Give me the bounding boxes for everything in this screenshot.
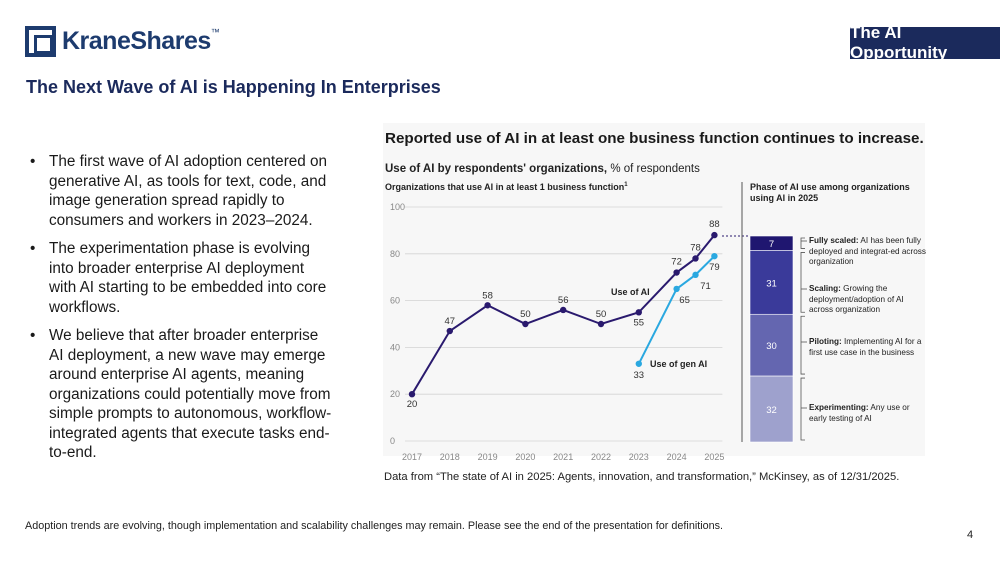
bar-segment bbox=[749, 250, 794, 315]
data-label: 58 bbox=[482, 290, 493, 301]
data-point bbox=[711, 252, 718, 260]
data-label: 65 bbox=[679, 295, 690, 306]
data-label: 88 bbox=[709, 219, 720, 230]
bullet-list: The first wave of AI adoption centered o… bbox=[28, 152, 333, 472]
data-point bbox=[692, 255, 699, 262]
data-label: 79 bbox=[709, 262, 720, 273]
segment-desc-fully-scaled: Fully scaled: AI has been fully deployed… bbox=[809, 236, 926, 267]
bullet-item: The first wave of AI adoption centered o… bbox=[28, 152, 333, 230]
source-note: Data from “The state of AI in 2025: Agen… bbox=[384, 471, 900, 483]
segment-value: 32 bbox=[766, 405, 777, 416]
chart-subtitle: Use of AI by respondents' organizations,… bbox=[385, 163, 700, 175]
series-line bbox=[637, 255, 716, 365]
data-point bbox=[711, 231, 718, 239]
data-point bbox=[635, 360, 642, 367]
x-tick-label: 2018 bbox=[440, 452, 460, 462]
data-label: 78 bbox=[690, 242, 701, 253]
series-line bbox=[411, 234, 716, 395]
x-tick-label: 2024 bbox=[667, 452, 687, 462]
bullet-item: The experimentation phase is evolving in… bbox=[28, 239, 333, 317]
bar-segment bbox=[749, 375, 794, 443]
series-label: Use of AI bbox=[611, 287, 650, 297]
data-point bbox=[522, 320, 529, 328]
page-number: 4 bbox=[967, 529, 974, 541]
chart-subtitle-2: Organizations that use AI in at least 1 … bbox=[385, 182, 628, 192]
data-label: 50 bbox=[520, 309, 531, 320]
segment-value: 31 bbox=[766, 278, 777, 289]
x-tick-label: 2025 bbox=[704, 452, 724, 462]
krane-shares-logo: KraneShares™ bbox=[25, 26, 220, 57]
logo-text: KraneShares™ bbox=[62, 27, 220, 55]
segment-bracket bbox=[800, 377, 805, 441]
y-tick-label: 100 bbox=[390, 202, 405, 212]
data-label: 47 bbox=[445, 316, 456, 327]
data-label: 56 bbox=[558, 295, 569, 306]
data-label: 55 bbox=[634, 317, 645, 328]
data-label: 20 bbox=[407, 399, 418, 410]
x-tick-label: 2020 bbox=[515, 452, 535, 462]
data-point bbox=[408, 391, 416, 398]
bullet-item: We believe that after broader enterprise… bbox=[28, 326, 333, 463]
x-tick-label: 2022 bbox=[591, 452, 611, 462]
segment-desc-piloting: Piloting: Implementing AI for a first us… bbox=[809, 337, 922, 357]
segment-bracket bbox=[800, 315, 805, 375]
y-tick-label: 20 bbox=[390, 389, 400, 399]
series-label: Use of gen AI bbox=[650, 359, 707, 369]
phase-chart-title: Phase of AI use among organizations usin… bbox=[750, 182, 910, 203]
segment-desc-experimenting: Experimenting: Any use or early testing … bbox=[809, 403, 910, 423]
chart-panel bbox=[383, 123, 925, 456]
section-badge: The AI Opportunity bbox=[850, 23, 1000, 62]
data-point bbox=[673, 285, 680, 293]
data-point bbox=[635, 309, 642, 316]
data-label: 71 bbox=[700, 281, 711, 292]
segment-bracket bbox=[800, 237, 805, 249]
x-tick-label: 2019 bbox=[478, 452, 498, 462]
data-point bbox=[446, 327, 453, 335]
segment-bracket bbox=[800, 252, 805, 313]
y-tick-label: 60 bbox=[390, 296, 400, 306]
data-point bbox=[484, 302, 491, 309]
data-label: 33 bbox=[634, 370, 645, 381]
x-tick-label: 2017 bbox=[402, 452, 422, 462]
y-tick-label: 40 bbox=[390, 342, 400, 352]
y-tick-label: 80 bbox=[390, 249, 400, 259]
logo-mark-icon bbox=[25, 26, 56, 57]
page-title: The Next Wave of AI is Happening In Ente… bbox=[26, 77, 441, 97]
data-label: 50 bbox=[596, 309, 607, 320]
segment-value: 30 bbox=[766, 341, 777, 352]
data-point bbox=[673, 269, 680, 276]
x-tick-label: 2021 bbox=[553, 452, 573, 462]
data-point bbox=[560, 306, 567, 314]
data-point bbox=[692, 271, 699, 279]
data-label: 72 bbox=[671, 257, 682, 268]
data-point bbox=[597, 320, 605, 328]
y-tick-label: 0 bbox=[390, 436, 395, 446]
x-tick-label: 2023 bbox=[629, 452, 649, 462]
segment-desc-scaling: Scaling: Growing the deployment/adoption… bbox=[809, 284, 904, 315]
bar-segment bbox=[749, 313, 794, 377]
footnote: Adoption trends are evolving, though imp… bbox=[25, 520, 724, 532]
segment-value: 7 bbox=[769, 239, 774, 250]
chart-title: Reported use of AI in at least one busin… bbox=[385, 130, 924, 147]
